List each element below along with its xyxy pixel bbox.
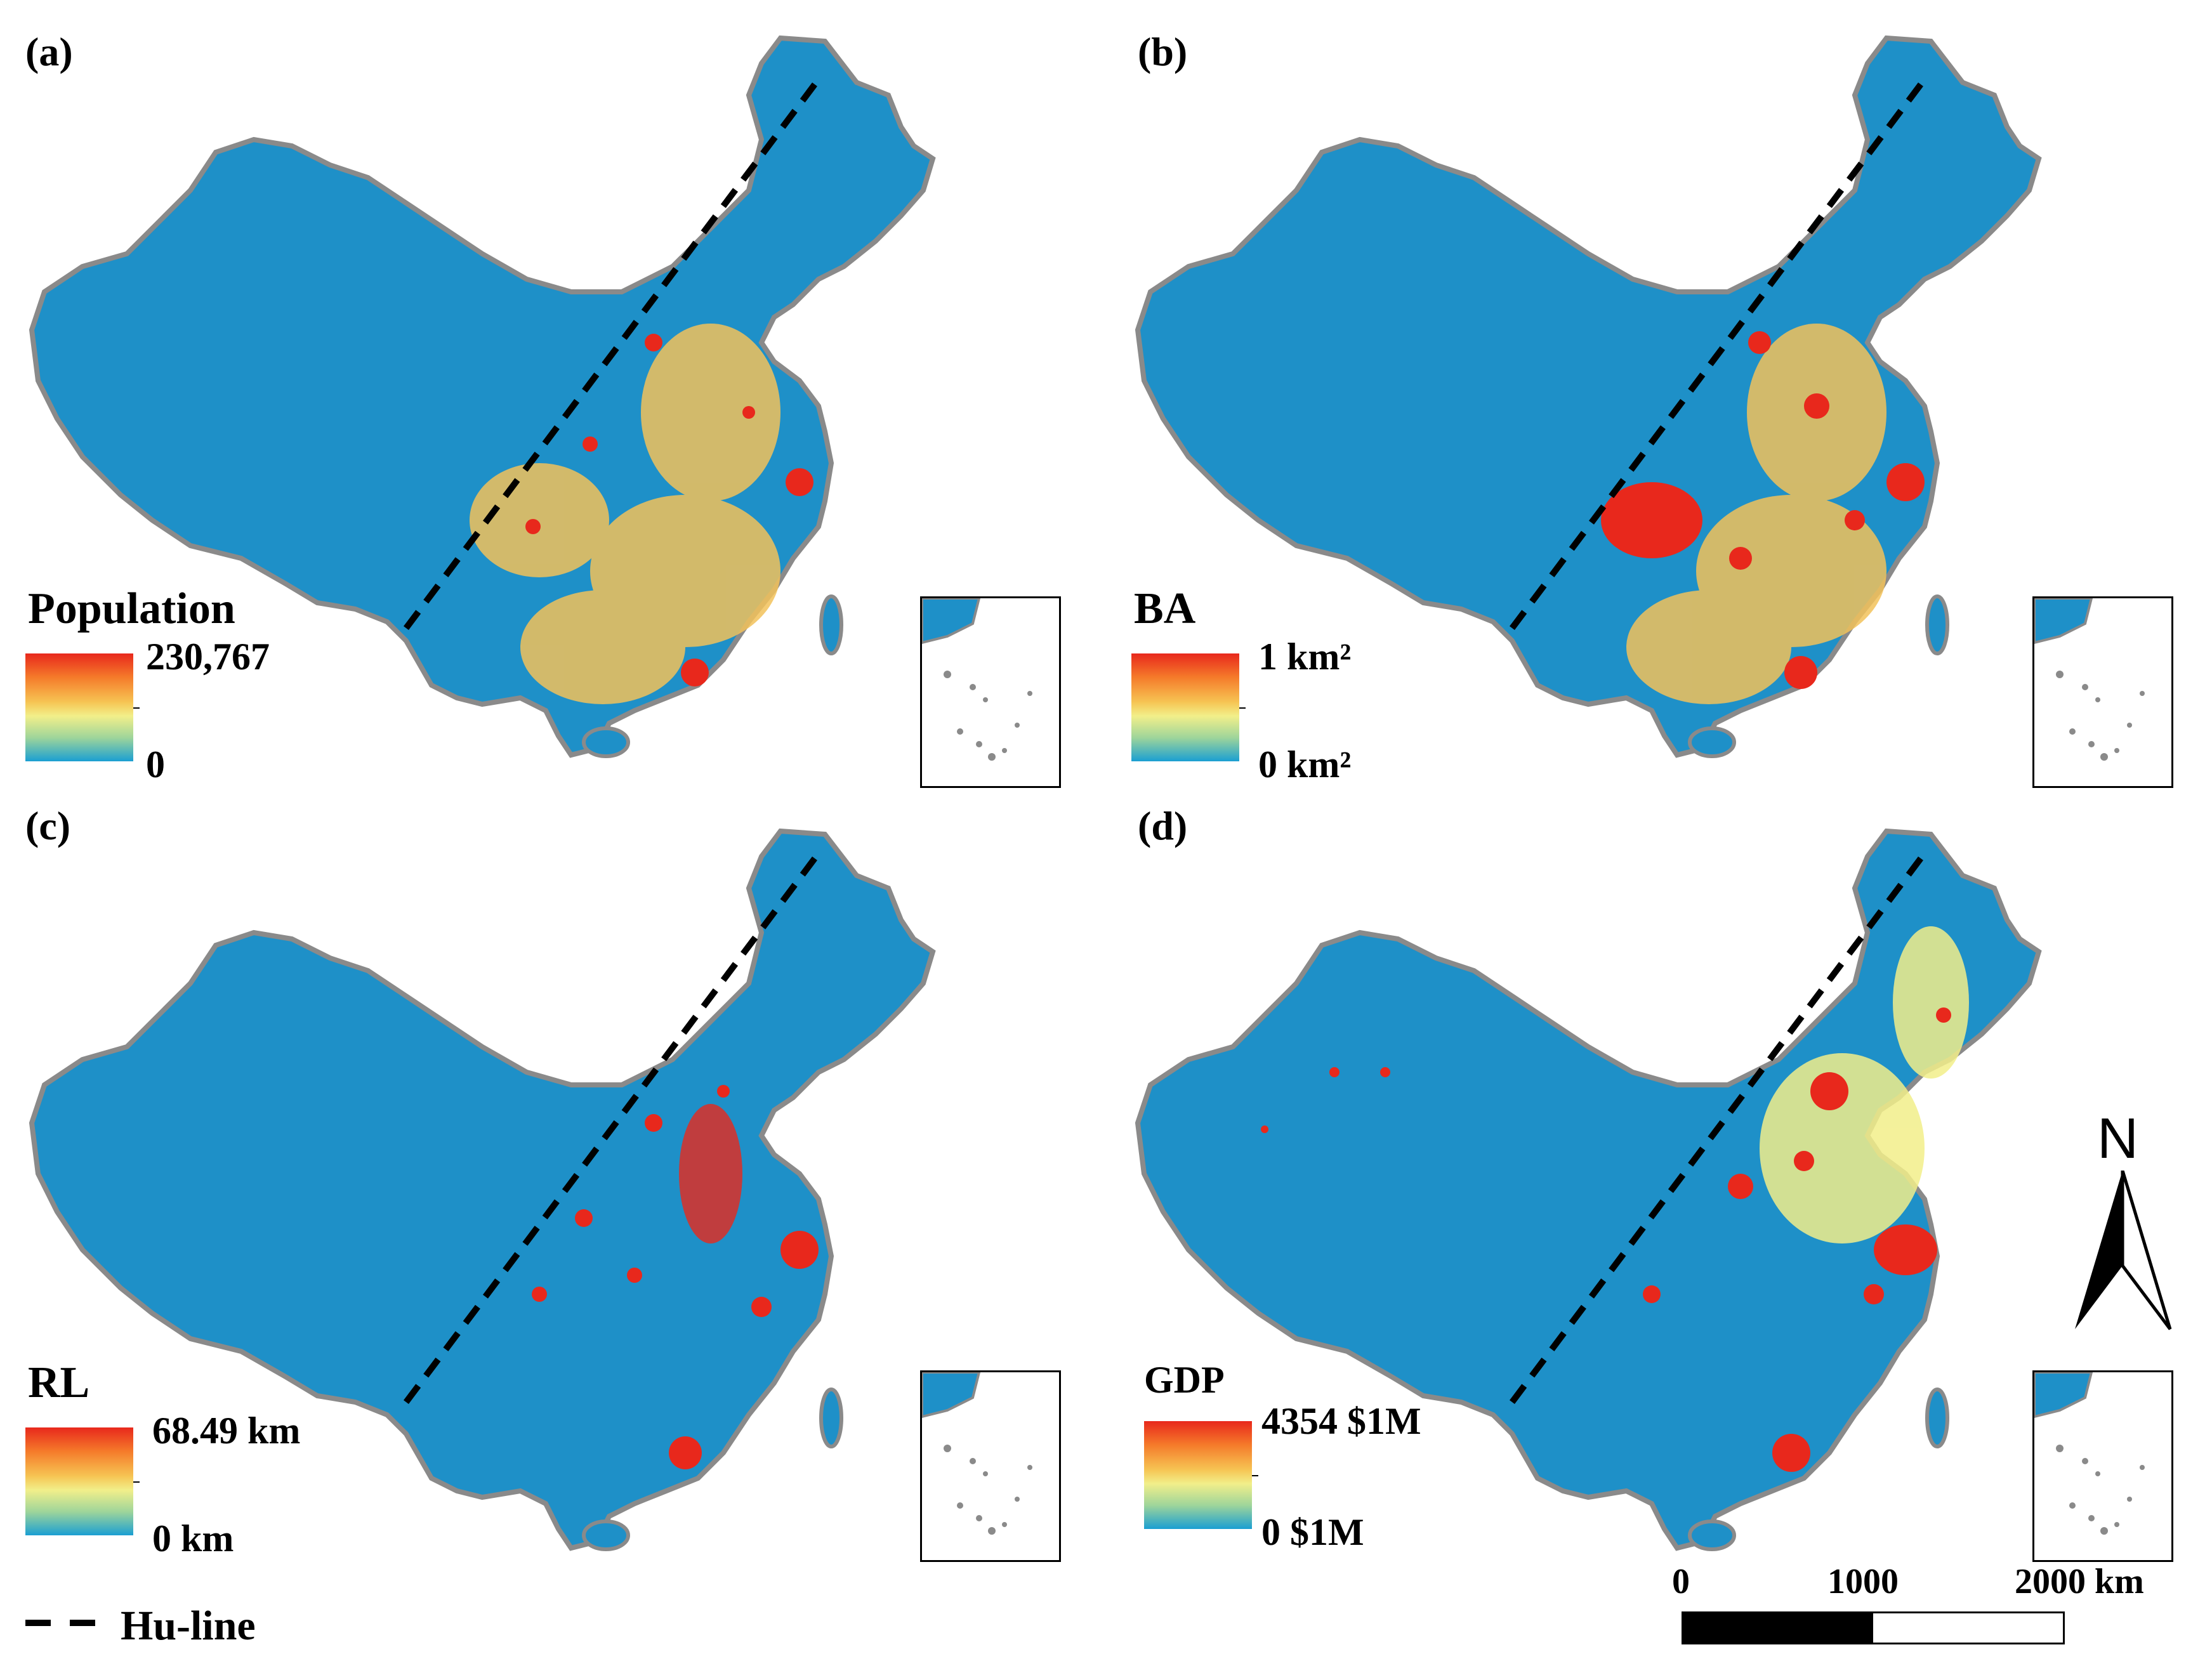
scale-bar [1682,1611,2065,1644]
legend-colorbar [1131,653,1246,761]
legend-max: 1 km² [1258,636,1352,678]
panel-label: (c) [25,803,71,848]
legend-min: 0 [146,744,165,785]
legend-colorbar [1144,1421,1258,1529]
legend-title: RL [28,1358,90,1407]
panel-a: (a) Population 230,767 0 [0,0,1106,793]
scale-label-1000: 1000 [1827,1562,1899,1601]
panel-label: (d) [1138,803,1188,848]
south-china-sea-inset [2032,1370,2173,1562]
panel-label: (b) [1138,29,1188,74]
dash-line-icon [25,1620,102,1626]
panel-label: (a) [25,29,73,74]
legend-title: BA [1134,584,1196,633]
legend-min: 0 km² [1258,744,1352,785]
scale-label-2000: 2000 km [2015,1562,2144,1601]
panel-d: (d) GDP 4354 $1M 0 $1M [1106,793,2212,1586]
legend-title: Population [28,584,235,633]
legend-max: 4354 $1M [1261,1400,1421,1442]
scale-label-0: 0 [1672,1562,1690,1601]
china-map-road-length [0,793,1106,1586]
hu-line-label: Hu-line [121,1603,256,1649]
legend-title: GDP [1144,1359,1225,1401]
hotspots-a [470,324,780,704]
north-label: N [2097,1107,2138,1171]
legend-min: 0 km [152,1518,234,1559]
china-map-gdp [1106,793,2212,1586]
legend-min: 0 $1M [1261,1511,1364,1553]
south-china-sea-inset [2032,596,2173,788]
legend-colorbar [25,653,140,761]
south-china-sea-inset [920,596,1061,788]
china-map-population [0,0,1106,793]
north-arrow: N [2069,1110,2176,1339]
north-arrow-icon [2075,1171,2172,1330]
legend-colorbar [25,1427,140,1535]
panel-b: (b) BA 1 km² 0 km² [1106,0,2212,793]
south-china-sea-inset [920,1370,1061,1562]
legend-max: 230,767 [146,636,270,678]
panel-c: (c) RL 68.49 km 0 km [0,793,1106,1586]
china-map-built-area [1106,0,2212,793]
legend-max: 68.49 km [152,1410,301,1452]
